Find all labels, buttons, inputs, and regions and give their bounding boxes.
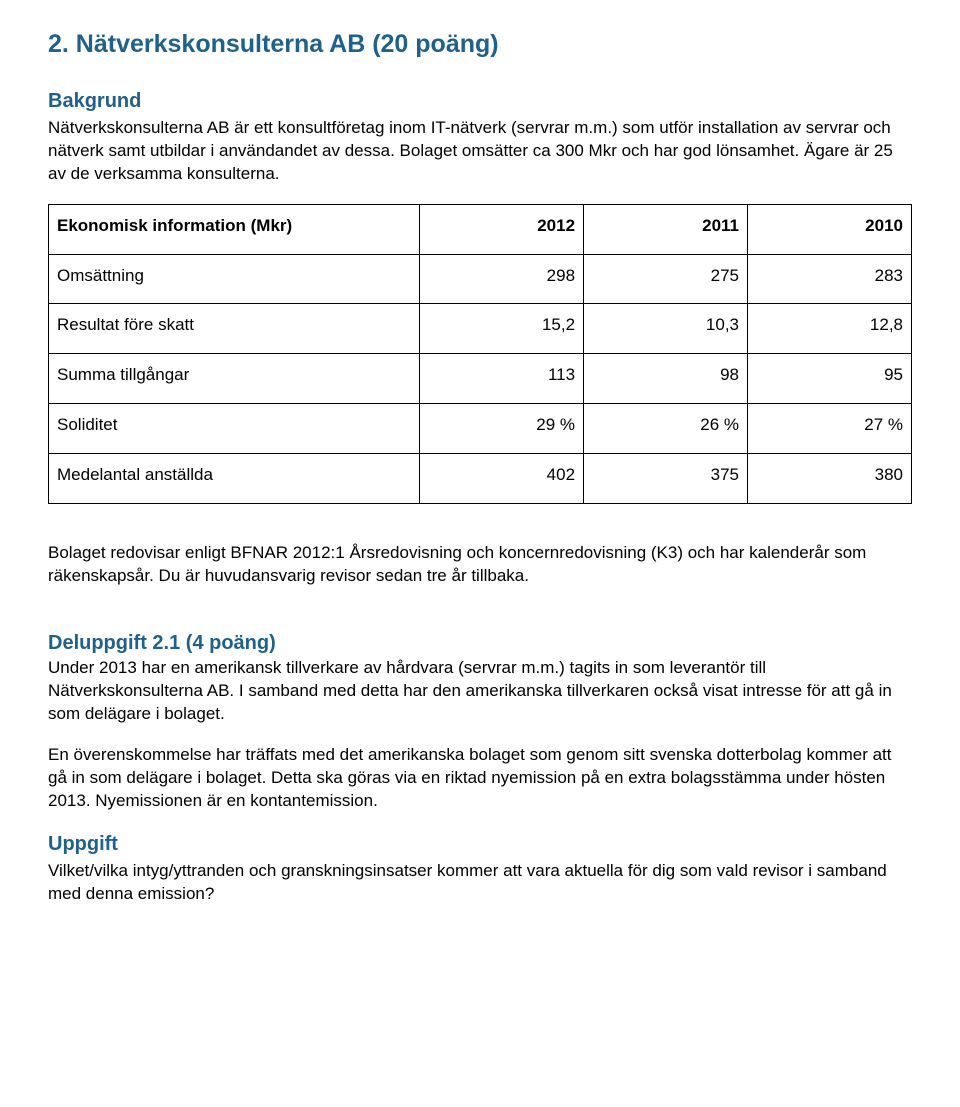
table-row: Medelantal anställda 402 375 380 bbox=[49, 454, 912, 504]
cell-label: Soliditet bbox=[49, 404, 420, 454]
cell-label: Omsättning bbox=[49, 254, 420, 304]
cell-value: 10,3 bbox=[584, 304, 748, 354]
cell-value: 402 bbox=[420, 454, 584, 504]
cell-value: 298 bbox=[420, 254, 584, 304]
bakgrund-paragraph: Nätverkskonsulterna AB är ett konsultför… bbox=[48, 117, 912, 186]
cell-label: Summa tillgångar bbox=[49, 354, 420, 404]
cell-value: 375 bbox=[584, 454, 748, 504]
cell-value: 98 bbox=[584, 354, 748, 404]
table-header-row: Ekonomisk information (Mkr) 2012 2011 20… bbox=[49, 204, 912, 254]
cell-value: 283 bbox=[748, 254, 912, 304]
uppgift-paragraph: Vilket/vilka intyg/yttranden och granskn… bbox=[48, 860, 912, 906]
cell-value: 27 % bbox=[748, 404, 912, 454]
cell-value: 275 bbox=[584, 254, 748, 304]
cell-value: 95 bbox=[748, 354, 912, 404]
cell-value: 29 % bbox=[420, 404, 584, 454]
cell-value: 12,8 bbox=[748, 304, 912, 354]
th-label: Ekonomisk information (Mkr) bbox=[49, 204, 420, 254]
table-row: Resultat före skatt 15,2 10,3 12,8 bbox=[49, 304, 912, 354]
deluppgift21-p2: En överenskommelse har träffats med det … bbox=[48, 744, 912, 813]
cell-value: 380 bbox=[748, 454, 912, 504]
table-row: Soliditet 29 % 26 % 27 % bbox=[49, 404, 912, 454]
cell-label: Resultat före skatt bbox=[49, 304, 420, 354]
cell-label: Medelantal anställda bbox=[49, 454, 420, 504]
main-title: 2. Nätverkskonsulterna AB (20 poäng) bbox=[48, 28, 912, 62]
th-2012: 2012 bbox=[420, 204, 584, 254]
th-2011: 2011 bbox=[584, 204, 748, 254]
deluppgift21-title: Deluppgift 2.1 (4 poäng) bbox=[48, 632, 276, 654]
after-table-paragraph: Bolaget redovisar enligt BFNAR 2012:1 År… bbox=[48, 542, 912, 588]
th-2010: 2010 bbox=[748, 204, 912, 254]
uppgift-heading: Uppgift bbox=[48, 831, 912, 858]
financial-table: Ekonomisk information (Mkr) 2012 2011 20… bbox=[48, 204, 912, 505]
bakgrund-heading: Bakgrund bbox=[48, 88, 912, 115]
table-row: Summa tillgångar 113 98 95 bbox=[49, 354, 912, 404]
table-row: Omsättning 298 275 283 bbox=[49, 254, 912, 304]
cell-value: 15,2 bbox=[420, 304, 584, 354]
cell-value: 26 % bbox=[584, 404, 748, 454]
cell-value: 113 bbox=[420, 354, 584, 404]
deluppgift21-p1: Under 2013 har en amerikansk tillverkare… bbox=[48, 657, 912, 726]
